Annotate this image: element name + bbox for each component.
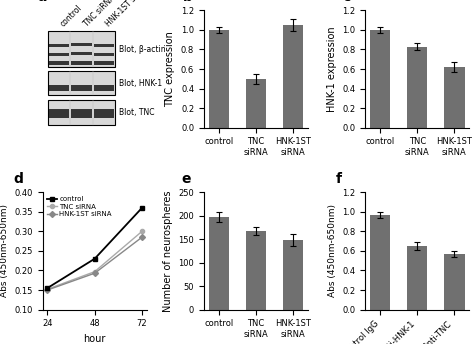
HNK-1ST siRNA <box>92 271 98 275</box>
Bar <box>49 53 69 56</box>
TNC siRNA <box>139 229 145 234</box>
Bar <box>48 31 116 67</box>
Y-axis label: Abs (450nm-650nm): Abs (450nm-650nm) <box>328 204 337 298</box>
Bar <box>49 109 69 118</box>
Legend: control, TNC siRNA, HNK-1ST siRNA: control, TNC siRNA, HNK-1ST siRNA <box>46 196 112 218</box>
Text: e: e <box>181 172 191 186</box>
Bar <box>72 43 92 45</box>
Y-axis label: Number of neurospheres: Number of neurospheres <box>163 190 173 312</box>
Bar <box>48 71 116 95</box>
Text: b: b <box>183 0 193 4</box>
Bar <box>94 53 114 56</box>
Text: TNC siRNA: TNC siRNA <box>82 0 117 28</box>
Y-axis label: HNK-1 expression: HNK-1 expression <box>327 26 337 112</box>
Bar <box>94 85 114 91</box>
Y-axis label: Abs (450nm-650nm): Abs (450nm-650nm) <box>0 204 9 298</box>
Text: c: c <box>342 0 351 4</box>
Text: Blot, β-actin: Blot, β-actin <box>118 45 165 54</box>
Bar <box>407 46 428 128</box>
HNK-1ST siRNA <box>139 235 145 239</box>
Line: TNC siRNA: TNC siRNA <box>46 229 144 291</box>
Bar <box>444 67 465 128</box>
Bar <box>72 85 92 91</box>
control <box>45 286 50 290</box>
Text: control: control <box>59 3 84 28</box>
Bar <box>49 44 69 47</box>
Bar <box>370 215 391 310</box>
Bar <box>444 254 465 310</box>
Bar <box>72 109 92 118</box>
Bar <box>49 85 69 91</box>
Bar <box>94 44 114 47</box>
Text: f: f <box>336 172 342 186</box>
Y-axis label: TNC expression: TNC expression <box>165 31 175 107</box>
Text: HNK-1ST siRNA: HNK-1ST siRNA <box>104 0 151 28</box>
Bar <box>246 79 266 128</box>
Bar <box>209 30 229 128</box>
Text: Blot, TNC: Blot, TNC <box>118 108 154 117</box>
HNK-1ST siRNA <box>45 288 50 292</box>
Bar <box>94 109 114 118</box>
Bar <box>94 61 114 65</box>
TNC siRNA <box>92 270 98 274</box>
Text: Blot, HNK-1: Blot, HNK-1 <box>118 78 162 88</box>
Text: a: a <box>37 0 47 4</box>
Line: control: control <box>46 206 144 290</box>
Text: d: d <box>14 172 23 186</box>
Bar <box>246 231 266 310</box>
X-axis label: hour: hour <box>83 334 106 344</box>
Bar <box>48 99 116 125</box>
Bar <box>283 25 303 128</box>
Bar <box>209 217 229 310</box>
Bar <box>72 52 92 55</box>
Bar <box>72 61 92 65</box>
control <box>139 206 145 210</box>
TNC siRNA <box>45 287 50 291</box>
Bar <box>407 246 428 310</box>
Bar <box>283 240 303 310</box>
Bar <box>370 30 391 128</box>
control <box>92 257 98 261</box>
Line: HNK-1ST siRNA: HNK-1ST siRNA <box>46 235 144 292</box>
Bar <box>49 61 69 65</box>
